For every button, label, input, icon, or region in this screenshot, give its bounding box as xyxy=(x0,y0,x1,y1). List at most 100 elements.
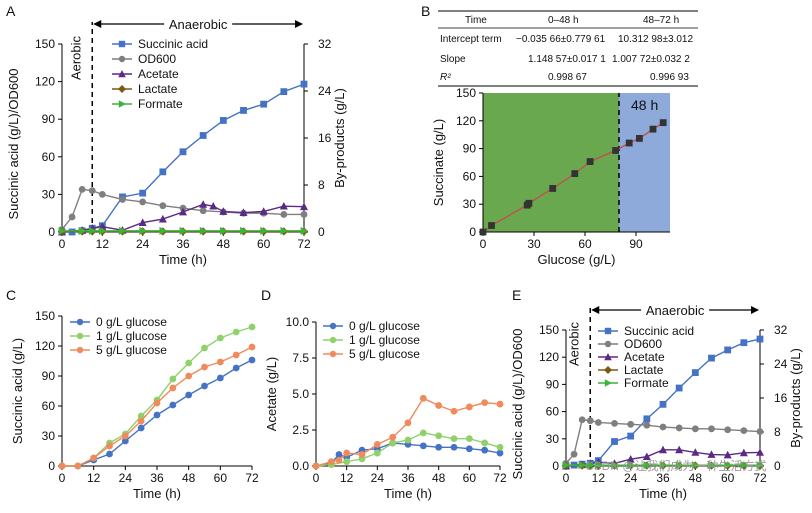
panel-a-series-formate-point xyxy=(240,226,248,235)
panel-b-x-tick-label: 60 xyxy=(578,237,592,251)
panel-e-series-od600-point xyxy=(611,419,618,427)
panel-d-series-5-g-l-glucose-point xyxy=(327,458,335,466)
panel-a-legend-marker xyxy=(118,55,126,63)
panel-a-series-formate-point xyxy=(119,226,127,235)
panel-e-series-acetate-point xyxy=(739,448,748,457)
panel-e-legend-label-succinic-acid: Succinic acid xyxy=(624,324,694,338)
panel-b-series-data-point xyxy=(625,139,633,147)
panel-e-series-succinic-acid-point xyxy=(675,384,683,392)
panel-b-x-tick-label: 0 xyxy=(480,237,487,251)
panel-e-series-formate-point xyxy=(691,461,700,470)
panel-a-series-acetate-point xyxy=(259,207,268,215)
panel-d-series-5-g-l-glucose-point xyxy=(404,419,412,427)
panel-a-anaerobic-label: Anaerobic xyxy=(169,17,228,32)
panel-a-series-od600-point xyxy=(78,185,86,193)
panel-a-legend-label-od600: OD600 xyxy=(138,52,176,66)
panel-e-series-formate-point xyxy=(708,461,716,470)
panel-c-series-5-g-l-glucose-point xyxy=(90,454,98,462)
panel-c-series-1-g-l-glucose-point xyxy=(201,344,208,352)
panel-b-series-data-point xyxy=(586,158,594,165)
panel-a-legend-label-succinic-acid: Succinic acid xyxy=(138,37,208,51)
table-cell: 0.998 67 xyxy=(548,72,587,83)
panel-d-legend-label-1-g-l-glucose: 1 g/L glucose xyxy=(349,333,420,347)
panel-e-series-formate-point xyxy=(627,461,635,470)
table-cell: Slope xyxy=(440,54,466,65)
panel-e-series-formate-point xyxy=(562,461,571,470)
panel-d-y-tick-label: 2.5 xyxy=(292,423,309,437)
panel-a-y2-tick-label: 16 xyxy=(318,131,332,145)
panel-a-y-axis-label: Succinic acid (g/L)/OD600 xyxy=(6,68,21,219)
table-header-cell: 48–72 h xyxy=(643,15,679,26)
panel-a-series-formate-point xyxy=(300,226,309,235)
panel-c-x-tick-label: 24 xyxy=(119,471,133,485)
panel-a-x-tick-label: 48 xyxy=(217,237,231,251)
panel-a-series-succinic-acid-point xyxy=(240,107,247,114)
panel-c-series-1-g-l-glucose-point xyxy=(216,334,224,342)
panel-e-legend-label-acetate: Acetate xyxy=(624,350,665,364)
panel-d-series-0-g-l-glucose-point xyxy=(450,443,458,451)
panel-e-series-acetate-point xyxy=(659,445,667,454)
panel-b-series-data-point xyxy=(649,125,657,133)
panel-a-x-axis-label: Time (h) xyxy=(159,252,207,267)
panel-c-chart: 0 12 24 36 48 60 72 0 30 60 90 120 150 Time (h) Succin… xyxy=(10,309,259,501)
panel-a-series-od600-point xyxy=(199,207,207,215)
panel-e-arrow-head-right xyxy=(751,306,759,314)
panel-b-x-tick-label: 90 xyxy=(629,237,643,251)
panel-d-legend-marker xyxy=(329,322,337,330)
panel-e-legend-label-od600: OD600 xyxy=(624,337,662,351)
panel-a-series-od600-point xyxy=(300,211,308,218)
panel-c-y-tick-label: 90 xyxy=(42,369,56,383)
panel-c-legend-label-0-g-l-glucose: 0 g/L glucose xyxy=(96,315,167,329)
panel-a-series-formate-point xyxy=(88,226,97,235)
panel-letter-b: B xyxy=(421,3,430,19)
panel-c-series-0-g-l-glucose-point xyxy=(121,437,129,445)
panel-d-series-5-g-l-glucose-point xyxy=(419,394,427,402)
panel-c-x-tick-label: 12 xyxy=(87,471,101,485)
panel-a-series-od600-point xyxy=(280,211,288,218)
panel-e-series-succinic-acid-point xyxy=(611,438,618,445)
panel-c-series-5-g-l-glucose-point xyxy=(248,343,256,351)
panel-c-series-5-g-l-glucose-point xyxy=(201,363,208,371)
panel-a-series-succinic-acid-point xyxy=(199,132,207,139)
panel-d-series-5-g-l-glucose-point xyxy=(358,451,366,458)
panel-b-series-data-point xyxy=(612,147,619,154)
panel-b-y-tick-label: 150 xyxy=(456,86,476,100)
panel-e-legend-label-formate: Formate xyxy=(624,376,669,390)
panel-d-legend-label-0-g-l-glucose: 0 g/L glucose xyxy=(349,319,420,333)
panel-a-series-formate-point xyxy=(179,226,188,235)
panel-a-series-od600-point xyxy=(68,213,76,221)
panel-d-series-0-g-l-glucose-point xyxy=(335,451,343,458)
panel-letter-d: D xyxy=(261,287,271,303)
panel-b-series-data-point xyxy=(549,185,557,192)
panel-d-series-1-g-l-glucose-point xyxy=(389,439,397,447)
panel-e-y-tick-label: 0 xyxy=(552,459,559,473)
panel-c-y-tick-label: 120 xyxy=(35,339,55,353)
panel-c-series-5-g-l-glucose-point xyxy=(169,384,177,392)
panel-e-series-succinic-acid-point xyxy=(724,346,732,354)
panel-c-series-0-g-l-glucose-point xyxy=(106,450,113,458)
panel-letter-e: E xyxy=(512,287,521,303)
panel-c-series-5-g-l-glucose-point xyxy=(137,417,145,425)
panel-d-x-tick-label: 24 xyxy=(371,471,385,485)
panel-d-series-5-g-l-glucose-line xyxy=(315,397,501,467)
panel-c-y-tick-label: 150 xyxy=(35,309,55,323)
panel-d-series-5-g-l-glucose-point xyxy=(450,407,458,415)
panel-a-chart: 0 12 24 36 48 60 72 0 30 60 90 120 150 Time (h) 0 8 16 24… xyxy=(6,15,347,267)
panel-c-series-0-g-l-glucose-point xyxy=(137,424,145,432)
panel-b-series-data-point xyxy=(659,119,667,127)
panel-b-y-tick-label: 30 xyxy=(463,197,477,211)
panel-c-x-axis-label: Time (h) xyxy=(133,486,181,501)
panel-e-series-succinic-acid-point xyxy=(627,432,635,440)
panel-c-series-1-g-l-glucose-point xyxy=(169,375,177,383)
panel-a-series-acetate-point xyxy=(138,218,147,226)
table-header-cell: Time xyxy=(465,15,487,26)
panel-d-series-1-g-l-glucose-point xyxy=(404,436,412,444)
panel-e-x-tick-label: 36 xyxy=(656,471,670,485)
panel-d-series-5-g-l-glucose-point xyxy=(335,456,343,464)
panel-c-series-5-g-l-glucose-point xyxy=(216,358,224,366)
panel-a-x-tick-label: 0 xyxy=(59,237,66,251)
panel-e-series-od600-point xyxy=(586,417,594,425)
panel-d-series-0-g-l-glucose-point xyxy=(465,445,473,453)
panel-a-y2-axis-label: By-products (g/L) xyxy=(332,88,347,188)
table-cell: −0.035 66±0.779 61 xyxy=(516,34,606,45)
